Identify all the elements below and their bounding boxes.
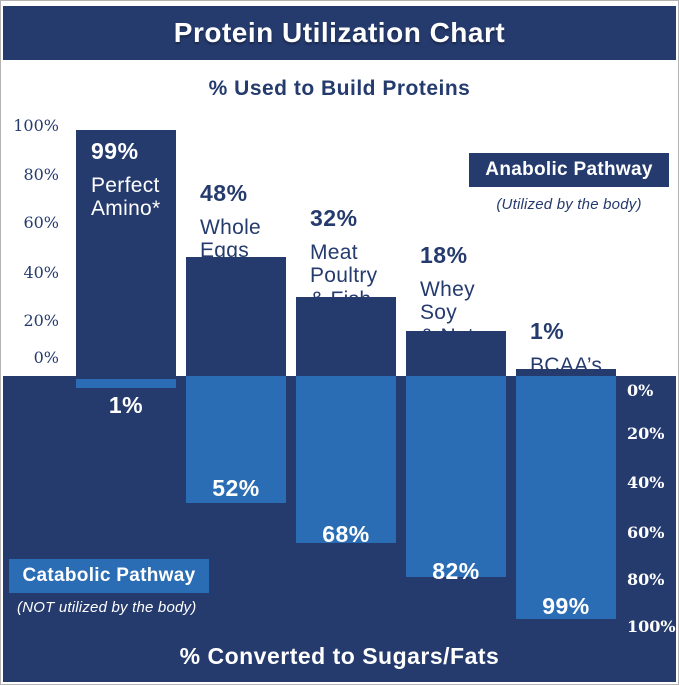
bar-name-perfect-amino: Perfect Amino* xyxy=(91,173,161,221)
bar-name-bcaas: BCAA’s xyxy=(530,353,603,377)
build-bar-4 xyxy=(516,369,616,376)
build-bar-2 xyxy=(296,296,396,376)
bar-label-meat-poultry-fish: 32% Meat Poultry & Fish xyxy=(310,205,378,311)
bottom-pct-whey-soy-nuts: 82% xyxy=(432,558,480,584)
left-axis-tick-40: 40% xyxy=(23,263,59,282)
bottom-pct-meat-poultry-fish: 68% xyxy=(322,521,370,547)
chart-canvas: Protein Utilization Chart % Used to Buil… xyxy=(3,3,676,682)
chart-header: Protein Utilization Chart xyxy=(3,6,676,60)
right-axis-tick-60: 60% xyxy=(627,523,665,542)
convert-bar-0 xyxy=(76,379,176,388)
left-axis-tick-60: 60% xyxy=(23,213,59,232)
bar-name-whey-soy-nuts: Whey Soy & Nuts xyxy=(420,277,485,348)
right-axis-tick-100: 100% xyxy=(627,617,676,636)
bar-pct-meat-poultry-fish: 32% xyxy=(310,205,358,231)
catabolic-pathway-badge: Catabolic Pathway xyxy=(9,559,209,593)
build-bar-1 xyxy=(186,256,286,376)
right-axis-tick-0: 0% xyxy=(627,381,654,400)
build-bar-0 xyxy=(76,130,176,376)
right-axis-tick-40: 40% xyxy=(627,473,665,492)
bottom-pct-whole-eggs: 52% xyxy=(212,475,260,501)
right-axis-tick-80: 80% xyxy=(627,570,665,589)
bottom-axis-heading: % Converted to Sugars/Fats xyxy=(179,643,500,669)
left-axis-tick-20: 20% xyxy=(23,311,59,330)
anabolic-pathway-note: (Utilized by the body) xyxy=(496,196,642,213)
left-axis-tick-0: 0% xyxy=(33,348,59,367)
chart-title: Protein Utilization Chart xyxy=(173,17,506,48)
right-axis-tick-20: 20% xyxy=(627,424,665,443)
bar-pct-whey-soy-nuts: 18% xyxy=(420,242,468,268)
bar-pct-whole-eggs: 48% xyxy=(200,180,248,206)
catabolic-pathway-note: (NOT utilized by the body) xyxy=(17,599,197,616)
bar-pct-perfect-amino: 99% xyxy=(91,138,139,164)
bar-label-whey-soy-nuts: 18% Whey Soy & Nuts xyxy=(420,242,485,348)
bar-name-meat-poultry-fish: Meat Poultry & Fish xyxy=(310,240,378,311)
bottom-pct-bcaas: 99% xyxy=(542,593,590,619)
left-axis-tick-80: 80% xyxy=(23,165,59,184)
bar-label-bcaas: 1% BCAA’s xyxy=(530,318,603,377)
build-bar-3 xyxy=(406,331,506,376)
convert-bar-4 xyxy=(516,376,616,619)
anabolic-pathway-badge: Anabolic Pathway xyxy=(469,153,669,187)
convert-bar-3 xyxy=(406,376,506,577)
convert-bar-1 xyxy=(186,376,286,504)
bar-label-perfect-amino: 99% Perfect Amino* xyxy=(91,138,161,221)
top-axis-heading: % Used to Build Proteins xyxy=(208,77,471,100)
left-axis-tick-100: 100% xyxy=(13,116,59,135)
bar-label-whole-eggs: 48% Whole Eggs xyxy=(200,180,262,263)
bottom-pct-perfect-amino: 1% xyxy=(108,392,144,418)
bar-name-whole-eggs: Whole Eggs xyxy=(200,215,262,263)
convert-bar-2 xyxy=(296,376,396,543)
bar-pct-bcaas: 1% xyxy=(530,318,565,344)
